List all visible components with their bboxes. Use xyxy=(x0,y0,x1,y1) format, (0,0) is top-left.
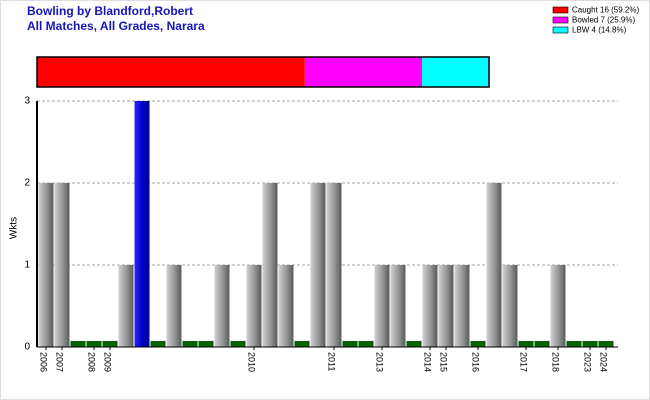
bar xyxy=(38,183,54,347)
bar xyxy=(102,341,118,347)
bar xyxy=(342,341,358,347)
y-tick-label: 3 xyxy=(24,96,30,107)
share-segment xyxy=(422,57,489,87)
bar xyxy=(150,341,166,347)
bar xyxy=(486,183,502,347)
x-tick-label: 2018 xyxy=(551,352,561,372)
share-border xyxy=(36,56,490,88)
share-segment xyxy=(37,57,305,87)
bar xyxy=(86,341,102,347)
x-tick-label: 2015 xyxy=(439,352,449,372)
bar xyxy=(214,265,230,347)
bar xyxy=(518,341,534,347)
x-tick-label: 2008 xyxy=(87,352,97,372)
legend-swatch xyxy=(552,16,569,24)
bar xyxy=(230,341,246,347)
legend-swatch xyxy=(552,26,569,34)
bar xyxy=(198,341,214,347)
x-tick-label: 2014 xyxy=(423,352,433,372)
bar xyxy=(246,265,262,347)
bar xyxy=(326,183,342,347)
x-tick-label: 2010 xyxy=(247,352,257,372)
x-tick-label: 2007 xyxy=(55,352,65,372)
legend-label: Caught 16 (59.2%) xyxy=(572,6,639,15)
bar xyxy=(374,265,390,347)
y-axis-label: Wkts xyxy=(9,217,20,239)
bar xyxy=(358,341,374,347)
y-tick-label: 2 xyxy=(24,178,30,189)
bar xyxy=(534,341,550,347)
bar xyxy=(470,341,486,347)
legend-label: LBW 4 (14.8%) xyxy=(572,26,627,35)
chart-subtitle: All Matches, All Grades, Narara xyxy=(27,19,205,33)
bar xyxy=(278,265,294,347)
x-tick-label: 2016 xyxy=(471,352,481,372)
chart-title: Bowling by Blandford,Robert xyxy=(27,4,193,18)
bar xyxy=(310,183,326,347)
bar xyxy=(550,265,566,347)
bar xyxy=(438,265,454,347)
bar xyxy=(566,341,582,347)
bar xyxy=(294,341,310,347)
bar xyxy=(422,265,438,347)
x-tick-label: 2011 xyxy=(327,352,337,371)
bar xyxy=(454,265,470,347)
bar xyxy=(262,183,278,347)
y-tick-label: 1 xyxy=(24,260,30,271)
x-tick-label: 2013 xyxy=(375,352,385,372)
bar xyxy=(70,341,86,347)
share-segment xyxy=(304,57,423,87)
bar xyxy=(118,265,134,347)
bar xyxy=(502,265,518,347)
bar xyxy=(166,265,182,347)
bar xyxy=(134,101,150,347)
x-tick-label: 2006 xyxy=(39,352,49,372)
bar xyxy=(598,341,614,347)
bar xyxy=(390,265,406,347)
x-tick-label: 2023 xyxy=(583,352,593,372)
bar xyxy=(582,341,598,347)
x-tick-label: 2009 xyxy=(103,352,113,372)
bar xyxy=(54,183,70,347)
x-tick-label: 2024 xyxy=(599,352,609,372)
legend-swatch xyxy=(552,6,569,14)
x-tick-label: 2017 xyxy=(519,352,529,372)
y-tick-label: 0 xyxy=(24,342,30,353)
bar xyxy=(406,341,422,347)
legend-label: Bowled 7 (25.9%) xyxy=(572,16,635,25)
bar xyxy=(182,341,198,347)
